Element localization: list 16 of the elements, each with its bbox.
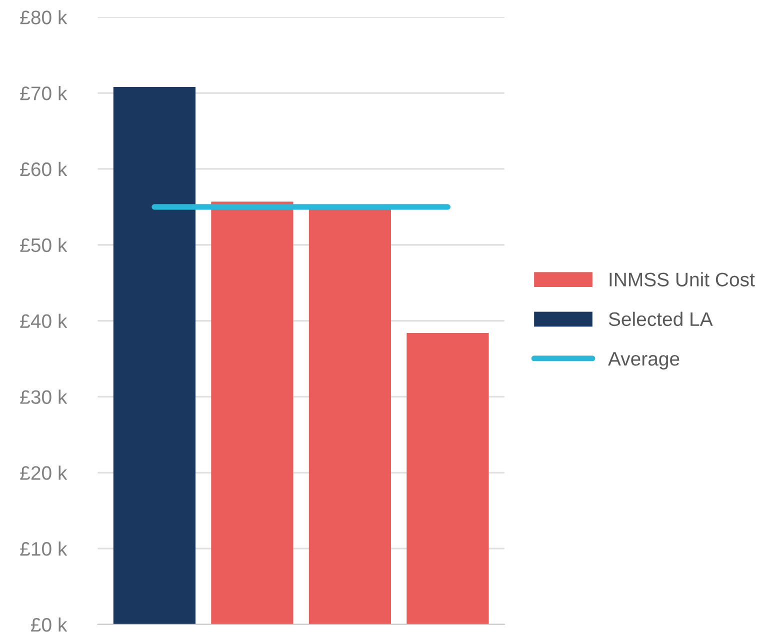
y-tick-label: £40 k bbox=[20, 314, 68, 328]
bar bbox=[113, 86, 196, 624]
legend-label: INMSS Unit Cost bbox=[610, 272, 755, 286]
legend-label: Selected LA bbox=[608, 312, 713, 326]
legend-label: Average bbox=[608, 352, 680, 370]
bar bbox=[308, 209, 391, 624]
y-tick-label: £20 k bbox=[20, 466, 68, 480]
bar bbox=[211, 202, 294, 624]
y-tick-label: £10 k bbox=[20, 542, 68, 556]
y-tick-label: £0 k bbox=[30, 617, 68, 632]
y-tick-label: £70 k bbox=[20, 86, 68, 100]
bar bbox=[406, 332, 489, 624]
y-tick-label: £50 k bbox=[20, 238, 68, 252]
y-tick-label: £60 k bbox=[20, 162, 68, 176]
y-tick-label: £30 k bbox=[20, 390, 68, 404]
y-tick-label: £80 k bbox=[20, 10, 68, 24]
